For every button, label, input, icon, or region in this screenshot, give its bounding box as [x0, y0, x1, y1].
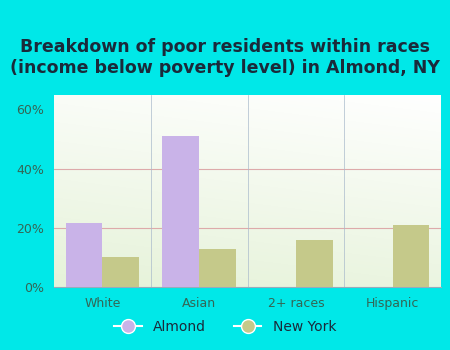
- Text: Breakdown of poor residents within races
(income below poverty level) in Almond,: Breakdown of poor residents within races…: [10, 38, 440, 77]
- Bar: [199, 248, 236, 287]
- Bar: [296, 240, 333, 287]
- Bar: [162, 136, 199, 287]
- Bar: [103, 257, 139, 287]
- Bar: [392, 225, 429, 287]
- Bar: [66, 223, 103, 287]
- Legend: Almond, New York: Almond, New York: [108, 314, 342, 340]
